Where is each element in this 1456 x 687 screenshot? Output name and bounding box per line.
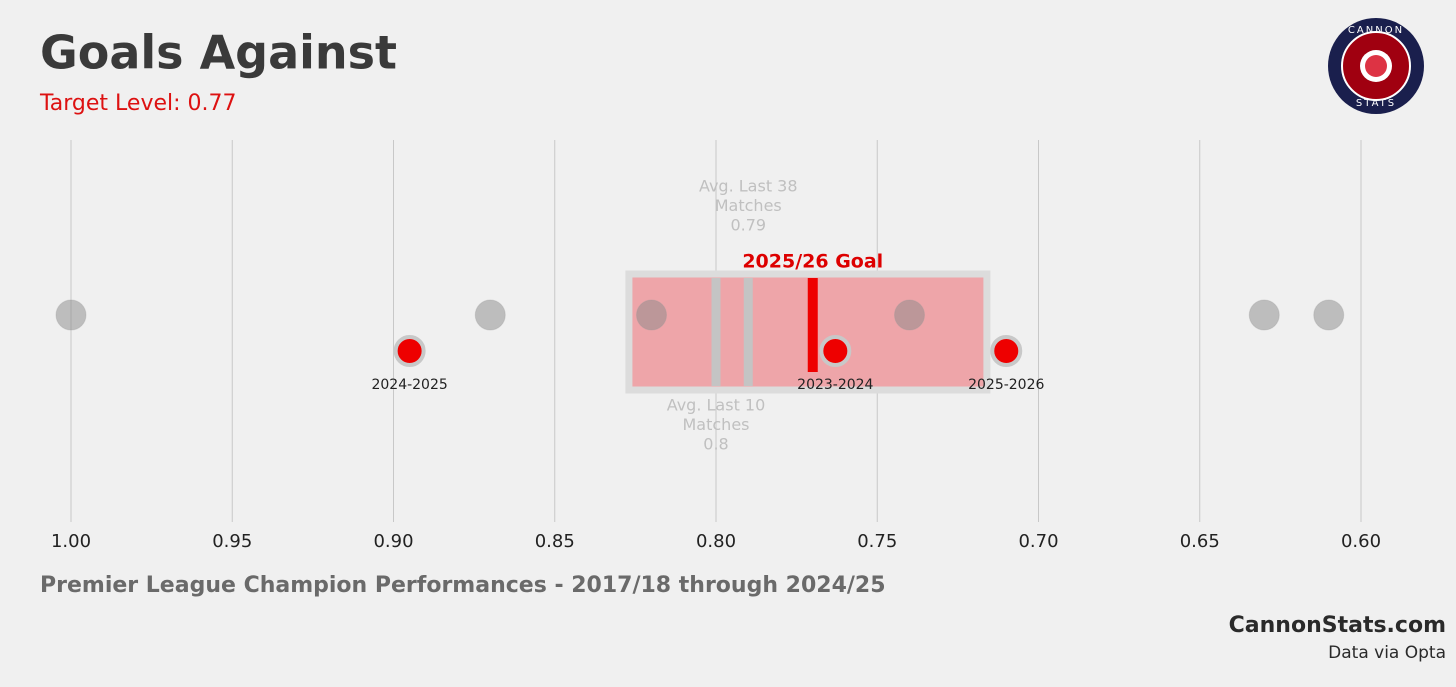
source: Data via Opta — [1328, 643, 1446, 663]
reference-label: Matches — [715, 196, 782, 215]
season-label: 2024-2025 — [371, 377, 447, 393]
x-tick-label: 0.60 — [1341, 531, 1381, 552]
reference-label: Avg. Last 10 — [667, 396, 766, 415]
reference-label: Matches — [683, 415, 750, 434]
logo-top: CANNON — [1348, 25, 1404, 36]
season-label: 2023-2024 — [797, 377, 873, 393]
subtitle: Target Level: 0.77 — [39, 91, 237, 116]
champion-point — [1248, 299, 1280, 331]
champion-point — [474, 299, 506, 331]
x-tick-label: 0.70 — [1018, 531, 1058, 552]
brand: CannonStats.com — [1229, 613, 1446, 638]
season-point — [819, 335, 852, 367]
x-tick-label: 0.75 — [857, 531, 897, 552]
champion-point — [55, 299, 87, 331]
x-tick-label: 0.90 — [373, 531, 413, 552]
champion-point — [636, 299, 667, 331]
x-tick-label: 0.95 — [212, 531, 252, 552]
x-tick-label: 0.85 — [535, 531, 575, 552]
x-tick-label: 0.80 — [696, 531, 736, 552]
goal-label: 2025/26 Goal — [742, 251, 883, 273]
season-point — [393, 335, 426, 367]
x-tick-label: 0.65 — [1180, 531, 1220, 552]
champion-point — [894, 299, 925, 331]
champion-point — [1313, 299, 1345, 331]
chart-title: Goals Against — [40, 26, 397, 80]
reference-value: 0.79 — [730, 216, 766, 235]
season-point — [990, 335, 1023, 367]
x-tick-label: 1.00 — [51, 531, 91, 552]
logo: CANNON STATS — [1328, 18, 1424, 114]
season-label: 2025-2026 — [968, 377, 1044, 393]
x-axis-title: Premier League Champion Performances - 2… — [40, 573, 886, 598]
reference-value: 0.8 — [703, 435, 728, 454]
reference-label: Avg. Last 38 — [699, 177, 798, 196]
logo-bottom: STATS — [1356, 98, 1396, 109]
logo-dot — [1365, 55, 1387, 77]
